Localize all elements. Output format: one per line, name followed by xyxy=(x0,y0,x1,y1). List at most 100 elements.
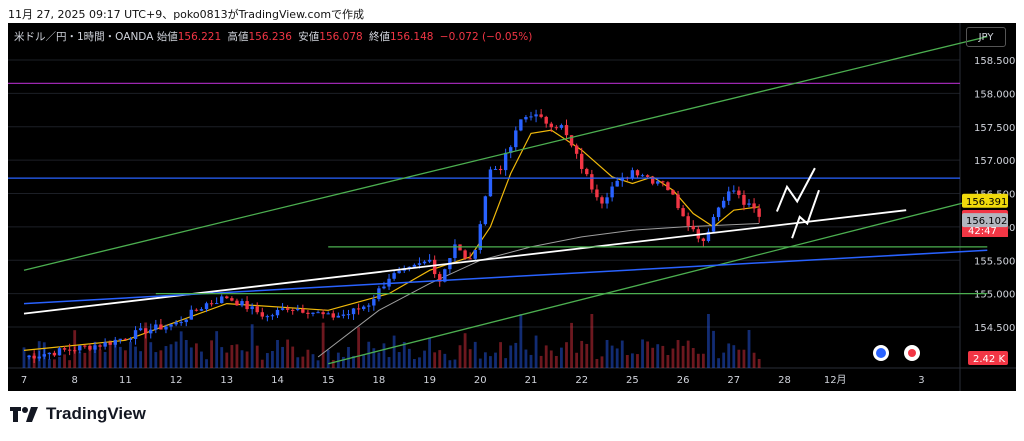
candle-body xyxy=(301,309,305,313)
volume-bar xyxy=(68,360,72,368)
volume-bar xyxy=(397,352,401,368)
volume-bar xyxy=(570,322,573,368)
candle-body xyxy=(676,194,680,209)
volume-bar xyxy=(357,327,361,368)
candle-body xyxy=(407,266,412,269)
candle-body xyxy=(250,306,254,310)
trendline-channel-upper xyxy=(23,36,988,271)
candle-body xyxy=(595,189,599,198)
volume-bar xyxy=(205,359,208,368)
candle-body xyxy=(149,329,153,334)
trendline-blue-trend xyxy=(23,249,988,305)
candle-body xyxy=(438,274,442,282)
volume-bar xyxy=(428,337,431,368)
volume-bar xyxy=(549,350,553,368)
volume-bar xyxy=(504,358,508,368)
candle-body xyxy=(174,322,178,325)
candle-body xyxy=(73,350,77,352)
candle-body xyxy=(194,309,199,311)
price-tick-label: 158.500 xyxy=(974,56,1015,67)
volume-bar xyxy=(691,348,695,368)
volume-bar xyxy=(265,353,269,368)
volume-bar xyxy=(83,352,87,368)
candle-body xyxy=(52,352,57,356)
volume-bar xyxy=(458,345,462,368)
candle-body xyxy=(650,176,655,184)
chart-svg[interactable]: 158.500158.000157.500157.000156.500156.0… xyxy=(8,23,1016,391)
volume-bar xyxy=(154,352,158,368)
volume-bar xyxy=(519,314,523,368)
volume-bar xyxy=(347,346,350,368)
candle-body xyxy=(610,186,614,198)
volume-bar xyxy=(352,355,355,368)
volume-bar xyxy=(53,359,56,368)
volume-bar xyxy=(306,349,310,368)
chart-caption: 11月 27, 2025 09:17 UTC+9、poko0813がTradin… xyxy=(8,8,365,21)
candle-body xyxy=(716,207,721,218)
candle-body xyxy=(666,182,670,191)
volume-bar xyxy=(260,359,264,368)
candle-body xyxy=(27,355,31,358)
candle-body xyxy=(493,168,498,170)
candle-body xyxy=(559,125,564,128)
candle-body xyxy=(706,231,711,241)
candle-body xyxy=(671,190,675,195)
volume-bar xyxy=(331,360,335,368)
volume-bar xyxy=(473,341,477,368)
volume-bar xyxy=(524,349,528,368)
volume-bar xyxy=(63,354,66,368)
time-tick-label: 19 xyxy=(423,375,436,386)
volume-bar xyxy=(103,351,107,368)
candle-body xyxy=(681,208,685,217)
candle-body xyxy=(321,312,325,315)
candle-body xyxy=(524,116,528,120)
volume-bar xyxy=(671,348,675,368)
countdown-badge-bg xyxy=(962,223,1008,237)
time-tick-label: 11 xyxy=(119,375,132,386)
volume-bar xyxy=(194,343,198,368)
volume-bar xyxy=(220,347,224,368)
volume-bar xyxy=(600,356,604,368)
volume-bar xyxy=(554,355,558,368)
volume-bar xyxy=(392,335,396,368)
candle-body xyxy=(686,216,690,226)
candle-body xyxy=(123,338,128,340)
volume-bar xyxy=(362,354,366,368)
time-tick-label: 18 xyxy=(373,375,386,386)
candle-body xyxy=(585,168,589,175)
candle-body xyxy=(138,328,143,331)
volume-badge: 2.42 K xyxy=(973,354,1005,365)
time-tick-label: 13 xyxy=(220,375,233,386)
volume-bar xyxy=(453,359,457,368)
candle-body xyxy=(605,197,609,204)
candle-body xyxy=(554,127,559,129)
symbol-label: 米ドル／円・1時間・OANDA xyxy=(14,31,154,43)
volume-bar xyxy=(210,340,213,368)
volume-bar xyxy=(321,322,325,368)
candle-body xyxy=(372,299,376,306)
volume-bar xyxy=(118,346,122,368)
candle-body xyxy=(351,308,356,315)
open-label: 始値 xyxy=(156,31,178,43)
volume-bar xyxy=(757,358,761,368)
chart-panel[interactable]: 158.500158.000157.500157.000156.500156.0… xyxy=(8,23,1016,391)
candle-body xyxy=(270,315,275,317)
close-value: 156.148 xyxy=(390,31,434,43)
candle-body xyxy=(204,303,209,310)
candle-body xyxy=(742,194,746,205)
candle-body xyxy=(67,349,72,351)
volume-bar xyxy=(681,345,685,368)
volume-bar xyxy=(580,340,584,368)
currency-button[interactable]: JPY xyxy=(966,27,1006,47)
candle-body xyxy=(747,203,751,205)
candle-body xyxy=(108,342,112,345)
tradingview-logo[interactable]: TradingView xyxy=(10,404,146,424)
volume-bar xyxy=(22,347,26,368)
volume-bar xyxy=(342,356,345,368)
candle-body xyxy=(463,250,467,259)
candle-body xyxy=(169,324,173,327)
volume-bar xyxy=(752,352,756,368)
candle-body xyxy=(432,259,437,275)
candle-body xyxy=(417,263,422,265)
candle-body xyxy=(336,315,341,318)
